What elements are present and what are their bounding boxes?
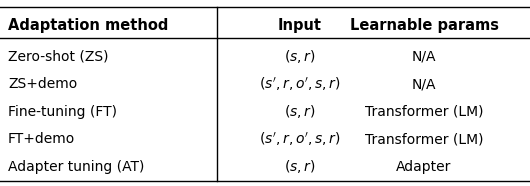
Text: $(s, r)$: $(s, r)$ xyxy=(284,158,315,175)
Text: N/A: N/A xyxy=(412,77,436,91)
Text: Adapter: Adapter xyxy=(396,160,452,174)
Text: Transformer (LM): Transformer (LM) xyxy=(365,105,483,119)
Text: $(s^{\prime}, r, o^{\prime}, s, r)$: $(s^{\prime}, r, o^{\prime}, s, r)$ xyxy=(259,76,340,93)
Text: Transformer (LM): Transformer (LM) xyxy=(365,132,483,146)
Text: Adapter tuning (AT): Adapter tuning (AT) xyxy=(8,160,144,174)
Text: Adaptation method: Adaptation method xyxy=(8,18,169,33)
Text: $(s^{\prime}, r, o^{\prime}, s, r)$: $(s^{\prime}, r, o^{\prime}, s, r)$ xyxy=(259,131,340,148)
Text: Fine-tuning (FT): Fine-tuning (FT) xyxy=(8,105,117,119)
Text: FT+demo: FT+demo xyxy=(8,132,75,146)
Text: N/A: N/A xyxy=(412,50,436,64)
Text: $(s, r)$: $(s, r)$ xyxy=(284,48,315,65)
Text: $(s, r)$: $(s, r)$ xyxy=(284,103,315,120)
Text: Input: Input xyxy=(277,18,322,33)
Text: ZS+demo: ZS+demo xyxy=(8,77,77,91)
Text: Zero-shot (ZS): Zero-shot (ZS) xyxy=(8,50,109,64)
Text: Learnable params: Learnable params xyxy=(349,18,499,33)
